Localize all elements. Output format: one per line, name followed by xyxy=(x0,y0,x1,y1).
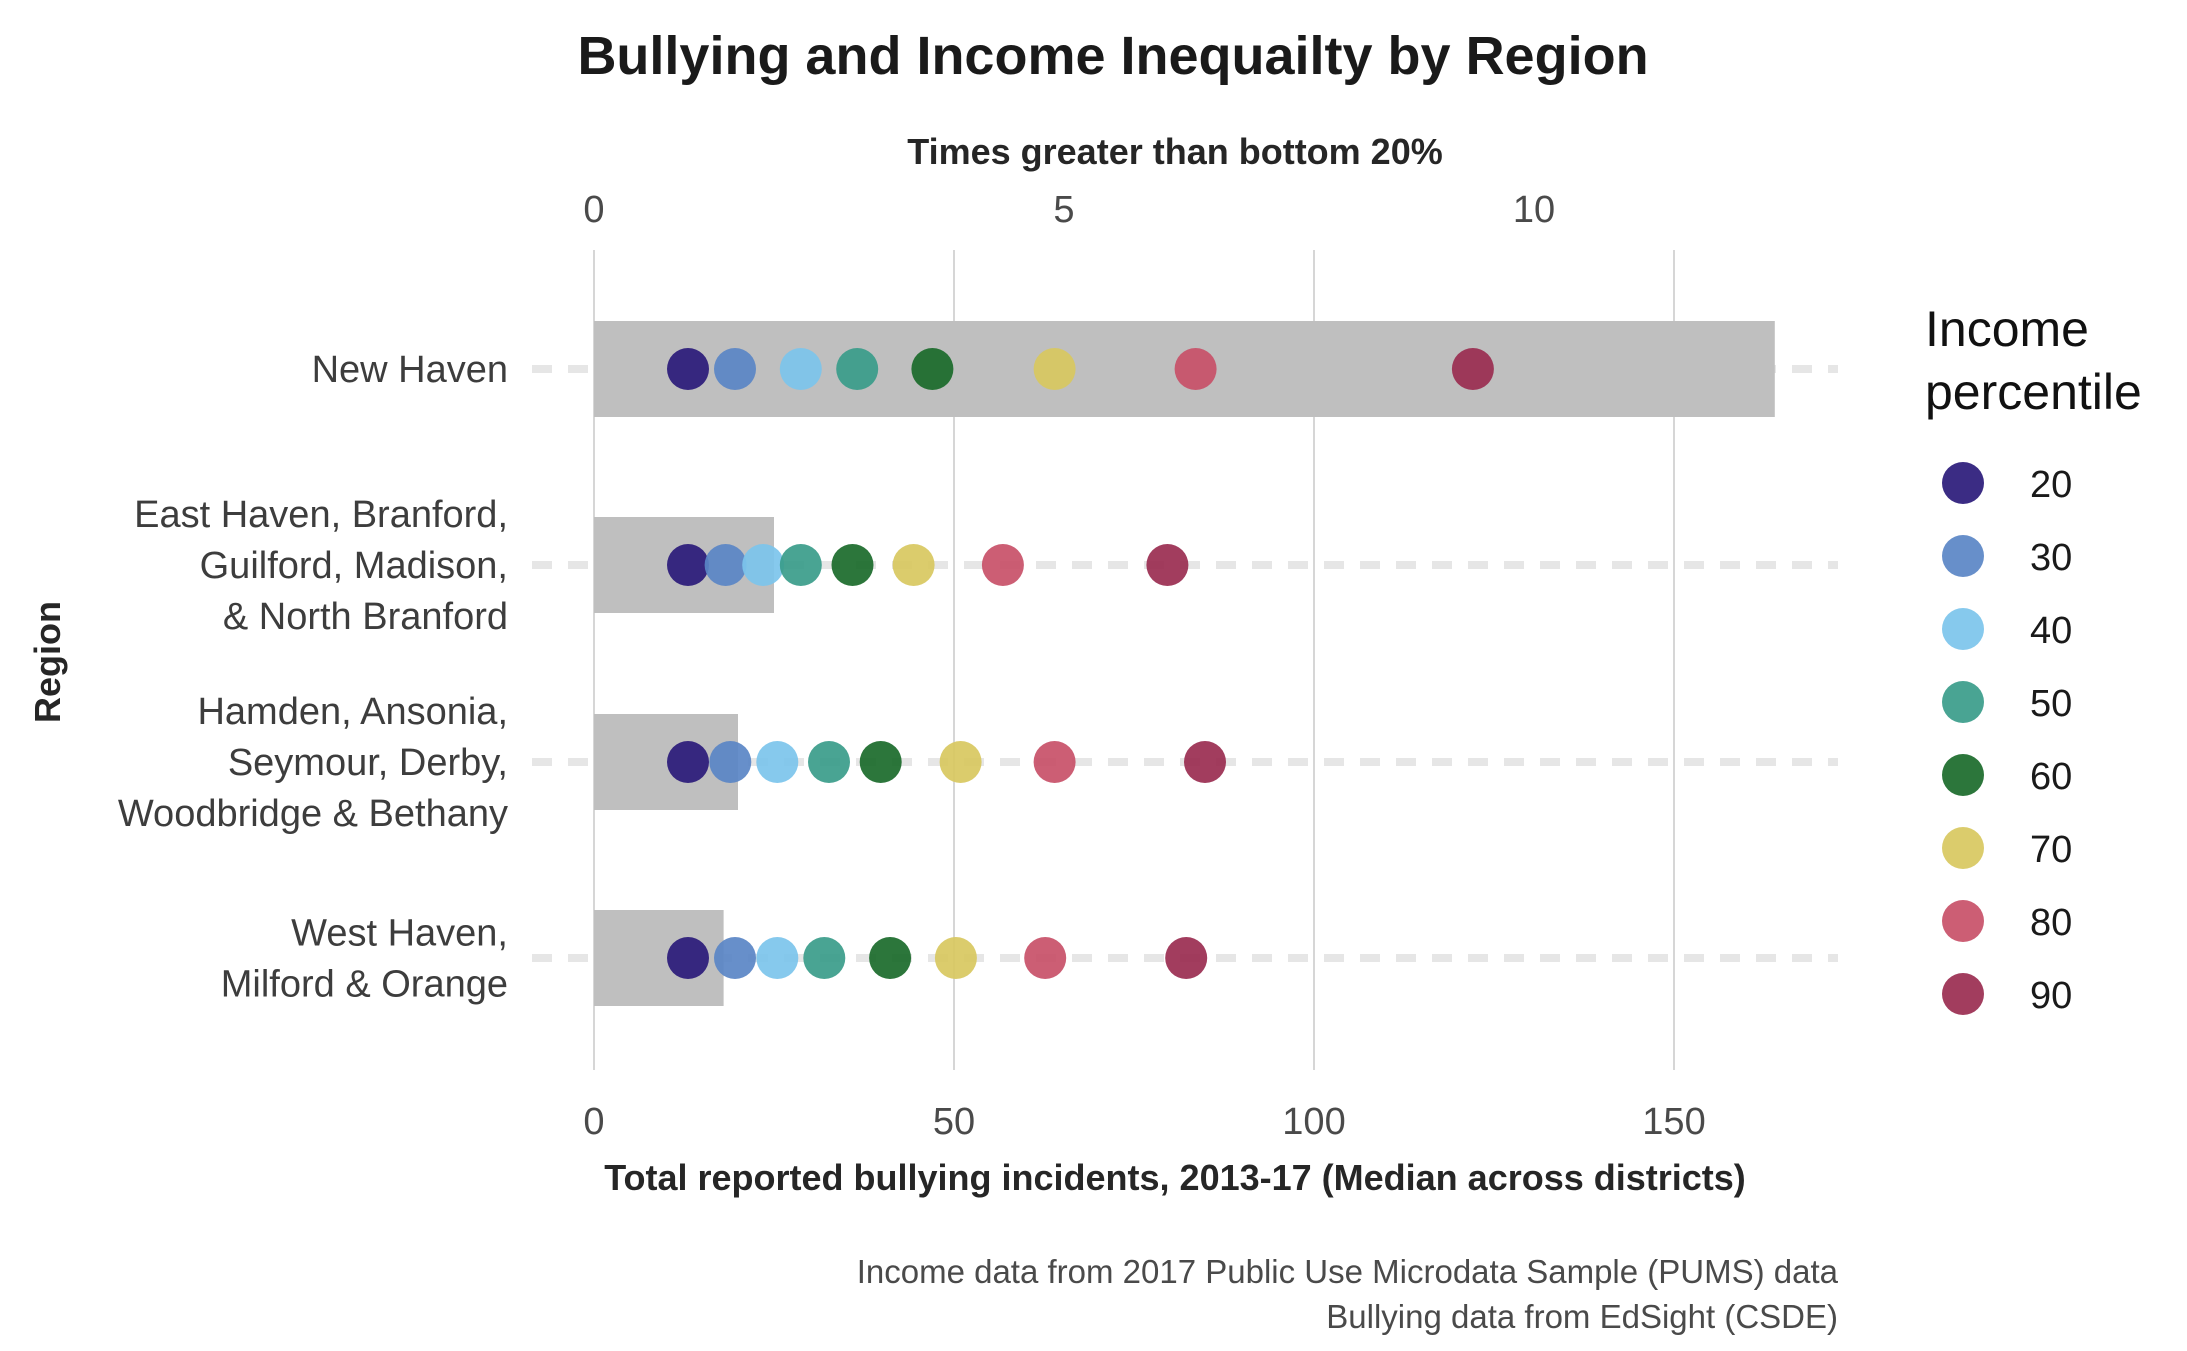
data-point-90 xyxy=(1165,937,1208,979)
data-point-60 xyxy=(869,937,912,979)
caption-line: Bullying data from EdSight (CSDE) xyxy=(1326,1298,1838,1335)
category-label: & North Branford xyxy=(223,596,508,638)
legend-label: 90 xyxy=(2030,975,2072,1017)
legend-swatch-60 xyxy=(1942,754,1984,796)
category-label: Milford & Orange xyxy=(221,964,508,1006)
data-point-80 xyxy=(1174,348,1217,390)
legend-swatch-80 xyxy=(1942,900,1984,942)
legend-title: percentile xyxy=(1925,364,2142,420)
top-tick-label: 0 xyxy=(583,189,604,231)
chart-title: Bullying and Income Inequailty by Region xyxy=(577,26,1648,86)
category-labels: New Haven East Haven, Branford, Guilford, … xyxy=(118,349,508,1006)
data-point-30 xyxy=(714,937,756,979)
top-axis-title: Times greater than bottom 20% xyxy=(907,131,1442,172)
legend-label: 80 xyxy=(2030,902,2072,944)
legend-swatch-50 xyxy=(1942,681,1984,723)
data-point-90 xyxy=(1184,741,1226,783)
top-tick-label: 5 xyxy=(1053,189,1074,231)
data-point-50 xyxy=(779,544,822,586)
category-label: Seymour, Derby, xyxy=(228,742,508,784)
data-point-20 xyxy=(667,348,709,390)
bottom-axis-title: Total reported bullying incidents, 2013-… xyxy=(604,1157,1746,1198)
data-point-40 xyxy=(742,544,785,586)
tick-labels: 0 50 100 150 0 5 10 xyxy=(583,189,1705,1143)
data-point-20 xyxy=(667,544,709,586)
bottom-tick-label: 0 xyxy=(583,1101,604,1143)
bottom-tick-label: 150 xyxy=(1642,1101,1705,1143)
data-point-70 xyxy=(939,741,982,783)
data-point-20 xyxy=(667,741,709,783)
top-tick-label: 10 xyxy=(1513,189,1555,231)
data-point-70 xyxy=(892,544,935,586)
legend-swatch-70 xyxy=(1942,827,1984,869)
bottom-tick-label: 50 xyxy=(933,1101,975,1143)
legend-swatch-30 xyxy=(1942,535,1984,577)
caption: Income data from 2017 Public Use Microda… xyxy=(857,1253,1839,1335)
data-point-70 xyxy=(934,937,977,979)
data-point-50 xyxy=(808,741,850,783)
caption-line: Income data from 2017 Public Use Microda… xyxy=(857,1253,1839,1290)
legend-swatch-40 xyxy=(1942,608,1984,650)
data-point-90 xyxy=(1451,348,1494,390)
category-label: New Haven xyxy=(312,349,508,391)
legend-label: 60 xyxy=(2030,756,2072,798)
legend-title: Income xyxy=(1925,301,2089,357)
y-axis-title: Region xyxy=(27,601,68,723)
category-label: Woodbridge & Bethany xyxy=(118,793,508,835)
bottom-tick-label: 100 xyxy=(1282,1101,1345,1143)
data-point-90 xyxy=(1146,544,1189,586)
data-point-40 xyxy=(779,348,822,390)
legend-label: 20 xyxy=(2030,464,2072,506)
legend-label: 50 xyxy=(2030,683,2072,725)
category-label: Guilford, Madison, xyxy=(200,545,508,587)
bars xyxy=(594,321,1775,1006)
data-point-60 xyxy=(831,544,874,586)
data-point-40 xyxy=(756,937,799,979)
data-point-80 xyxy=(1033,741,1076,783)
category-label: Hamden, Ansonia, xyxy=(197,691,508,733)
data-point-80 xyxy=(981,544,1024,586)
legend: Income percentile 20 30 40 50 60 70 80 90 xyxy=(1925,301,2142,1017)
legend-label: 40 xyxy=(2030,610,2072,652)
data-point-30 xyxy=(704,544,747,586)
data-point-50 xyxy=(836,348,879,390)
data-point-60 xyxy=(859,741,902,783)
data-point-30 xyxy=(714,348,756,390)
data-point-40 xyxy=(756,741,799,783)
category-label: West Haven, xyxy=(291,913,508,955)
data-points xyxy=(667,348,1494,979)
data-point-70 xyxy=(1033,348,1076,390)
data-point-50 xyxy=(803,937,846,979)
category-label: East Haven, Branford, xyxy=(134,494,508,536)
data-point-60 xyxy=(911,348,954,390)
legend-label: 30 xyxy=(2030,537,2072,579)
data-point-80 xyxy=(1024,937,1067,979)
legend-swatch-90 xyxy=(1942,973,1984,1015)
legend-label: 70 xyxy=(2030,829,2072,871)
data-point-20 xyxy=(667,937,709,979)
legend-swatch-20 xyxy=(1942,462,1984,504)
data-point-30 xyxy=(709,741,752,783)
